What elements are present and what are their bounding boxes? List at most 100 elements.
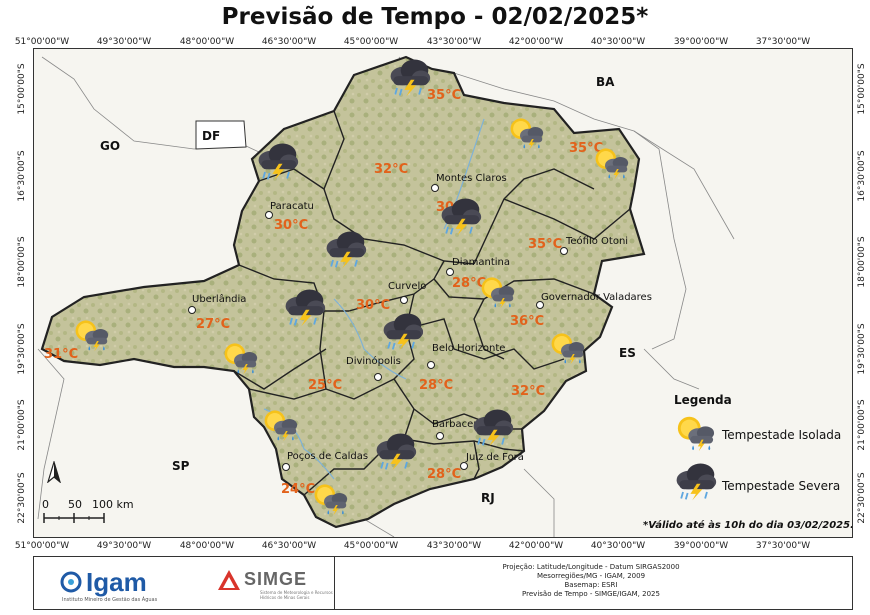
city-label-governador-valadares: Governador Valadares [541,292,652,303]
storm-cloud-lightning-icon[interactable] [386,57,432,97]
lon-label-bottom-3: 46°30'00"W [261,541,317,551]
sun-cloud-rain-icon [672,413,718,453]
sun-cloud-rain-icon[interactable] [591,145,631,181]
city-marker-governador-valadares[interactable] [536,301,544,309]
igam-drop-icon [60,571,82,593]
temp-rio-doce: 36°C [510,314,545,329]
storm-cloud-lightning-icon[interactable] [372,431,418,471]
temp-leste: 32°C [511,384,546,399]
state-label-ba: BA [596,75,615,89]
temp-metropolitana: 28°C [419,378,454,393]
lon-label-bottom-4: 45°00'00"W [343,541,399,551]
city-marker-juiz-de-fora[interactable] [460,462,468,470]
city-label-juiz-de-fora: Juiz de Fora [466,452,524,463]
city-marker-curvelo[interactable] [400,296,408,304]
scale-label-100: 100 km [92,498,134,511]
footer: Igam Instituto Mineiro de Gestão das Águ… [33,556,853,610]
lat-label-left-4: 21°00'00"S [17,399,27,451]
lat-label-left-1: 16°30'00"S [17,150,27,202]
city-marker-teofilo-otoni[interactable] [560,247,568,255]
lon-label-bottom-6: 42°00'00"W [508,541,564,551]
sun-cloud-rain-icon[interactable] [547,330,587,366]
lat-label-right-0: 15°00'00"S [857,63,867,115]
city-marker-paracatu[interactable] [265,211,273,219]
credit-line-basemap: Basemap: ESRI [564,581,618,589]
city-label-belo-horizonte: Belo Horizonte [432,343,506,354]
city-label-teofilo-otoni: Teófilo Otoni [566,236,629,247]
credit-line-forecast: Previsão de Tempo - SIMGE/IGAM, 2025 [522,590,660,598]
temp-triangulo-oeste: 31°C [44,347,79,362]
lon-label-top-1: 49°30'00"W [96,37,152,47]
city-marker-belo-horizonte[interactable] [427,361,435,369]
scale-label-50: 50 [68,498,82,511]
temp-oeste: 25°C [308,378,343,393]
storm-cloud-lightning-icon[interactable] [379,311,425,351]
city-marker-barbacena[interactable] [436,432,444,440]
storm-cloud-lightning-icon[interactable] [281,287,327,327]
map-frame[interactable]: BA DF GO ES SP RJ Montes Claros Paracatu… [33,48,853,538]
sun-cloud-rain-icon[interactable] [71,317,111,353]
lat-label-right-5: 22°30'00"S [857,472,867,524]
temp-vale-mucuri: 35°C [528,237,563,252]
city-label-diamantina: Diamantina [452,257,510,268]
simge-subtitle: Sistema de Meteorologia e Recursos Hídri… [260,590,333,600]
lon-label-top-5: 43°30'00"W [426,37,482,47]
map-title: Previsão de Tempo - 02/02/2025* [221,4,649,30]
lat-label-left-0: 15°00'00"S [17,63,27,115]
temp-zona-mata: 28°C [427,467,462,482]
lat-label-right-1: 16°30'00"S [857,150,867,202]
lat-label-left-5: 22°30'00"S [17,472,27,524]
temp-central: 30°C [356,298,391,313]
city-marker-montes-claros[interactable] [431,184,439,192]
temp-norte-central: 32°C [374,162,409,177]
validity-note: *Válido até às 10h do dia 03/02/2025. [643,520,853,531]
lat-label-left-3: 19°30'00"S [17,323,27,375]
map-canvas [37,55,735,537]
legend-title: Legenda [674,393,732,407]
sun-cloud-rain-icon[interactable] [506,115,546,151]
city-label-barbacena: Barbacena [432,419,486,430]
lon-label-top-0: 51°00'00"W [14,37,70,47]
credit-line-projection: Projeção: Latitude/Longitude - Datum SIR… [502,563,680,571]
lon-label-top-9: 37°30'00"W [755,37,811,47]
city-marker-diamantina[interactable] [446,268,454,276]
city-label-paracatu: Paracatu [270,201,314,212]
legend-isolated-label: Tempestade Isolada [722,428,842,442]
state-label-go: GO [100,139,121,153]
city-marker-pocos-de-caldas[interactable] [282,463,290,471]
sun-cloud-rain-icon[interactable] [310,481,350,517]
lon-label-bottom-5: 43°30'00"W [426,541,482,551]
temp-noroeste: 30°C [274,218,309,233]
lon-label-bottom-2: 48°00'00"W [179,541,235,551]
storm-cloud-lightning-icon [672,461,718,501]
city-label-uberlandia: Uberlândia [192,294,247,305]
storm-cloud-lightning-icon[interactable] [254,141,300,181]
lon-label-bottom-8: 39°00'00"W [673,541,729,551]
lat-label-left-2: 18°00'00"S [17,236,27,288]
lon-label-bottom-1: 49°30'00"W [96,541,152,551]
storm-cloud-lightning-icon[interactable] [437,196,483,236]
footer-credits: Projeção: Latitude/Longitude - Datum SIR… [336,563,846,599]
storm-cloud-lightning-icon[interactable] [469,407,515,447]
scale-label-0: 0 [42,498,49,511]
temp-diamantina: 28°C [452,276,487,291]
lon-label-top-3: 46°30'00"W [261,37,317,47]
sun-cloud-rain-icon[interactable] [260,407,300,443]
minas-gerais-shape [40,55,646,529]
sun-cloud-rain-icon[interactable] [477,274,517,310]
simge-logo-icon [218,570,240,590]
sun-cloud-rain-icon[interactable] [220,340,260,376]
temp-norte: 35°C [427,88,462,103]
legend-severe-label: Tempestade Severa [722,479,841,493]
credit-line-mesoregions: Mesorregiões/MG - IGAM, 2009 [536,572,646,580]
state-label-rj: RJ [481,491,495,505]
city-marker-divinopolis[interactable] [374,373,382,381]
city-marker-uberlandia[interactable] [188,306,196,314]
temp-sul: 24°C [281,482,316,497]
lat-label-right-4: 21°00'00"S [857,399,867,451]
state-label-df: DF [202,129,221,143]
state-label-es: ES [619,346,636,360]
storm-cloud-lightning-icon[interactable] [322,229,368,269]
lon-label-top-7: 40°30'00"W [590,37,646,47]
lon-label-bottom-7: 40°30'00"W [590,541,646,551]
